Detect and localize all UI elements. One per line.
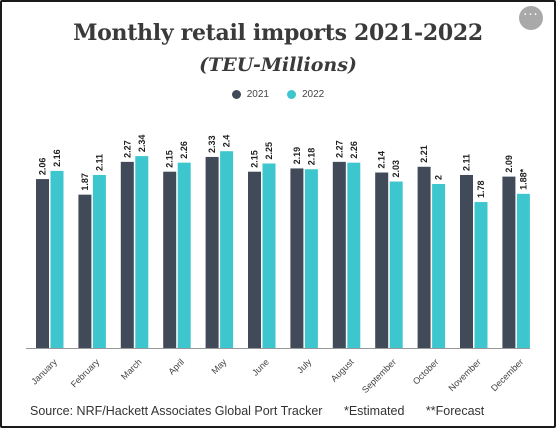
bar-2021-january bbox=[36, 179, 49, 348]
bar-2022-october bbox=[432, 184, 446, 348]
bar-2021-april bbox=[163, 171, 177, 348]
x-tick-label-september: September bbox=[360, 357, 398, 395]
x-tick-label-october: October bbox=[411, 357, 441, 387]
bar-2022-january bbox=[50, 170, 64, 348]
bar-2022-august bbox=[347, 162, 361, 348]
bar-2022-september bbox=[389, 181, 403, 348]
more-horizontal-icon: ··· bbox=[523, 8, 539, 23]
bar-2021-august bbox=[332, 161, 346, 348]
bar-2022-november bbox=[474, 202, 488, 348]
data-label-2021-january: 2.06 bbox=[38, 158, 48, 176]
data-label-2022-september: 2.03 bbox=[391, 160, 401, 178]
data-label-2021-april: 2.15 bbox=[165, 150, 175, 168]
data-label-2021-december: 2.09 bbox=[504, 155, 514, 173]
bar-2021-september bbox=[375, 172, 389, 348]
data-label-2022-june: 2.25 bbox=[264, 142, 274, 160]
bar-2022-december bbox=[516, 193, 530, 348]
chart-title: Monthly retail imports 2021-2022 bbox=[73, 20, 483, 46]
legend-swatch-2022 bbox=[287, 90, 296, 99]
legend-label-2022: 2022 bbox=[302, 89, 325, 100]
data-label-2022-august: 2.26 bbox=[349, 141, 359, 159]
bar-2021-october bbox=[417, 166, 431, 348]
data-label-2021-june: 2.15 bbox=[250, 150, 260, 168]
x-tick-label-december: December bbox=[489, 357, 525, 393]
data-label-2022-may: 2.4 bbox=[222, 135, 232, 148]
source-text: Source: NRF/Hackett Associates Global Po… bbox=[30, 404, 323, 418]
data-label-2022-july: 2.18 bbox=[306, 148, 316, 166]
data-label-2021-july: 2.19 bbox=[292, 147, 302, 165]
x-tick-label-april: April bbox=[166, 357, 186, 377]
bar-2022-march bbox=[135, 156, 149, 348]
data-label-2021-october: 2.21 bbox=[419, 145, 429, 163]
legend-label-2021: 2021 bbox=[246, 89, 269, 100]
bar-2021-may bbox=[205, 156, 219, 348]
x-tick-label-february: February bbox=[69, 357, 102, 390]
forecast-note: **Forecast bbox=[425, 404, 485, 418]
data-label-2021-november: 2.11 bbox=[462, 154, 472, 171]
chart-legend: 2021 2022 bbox=[2, 89, 554, 100]
x-tick-label-august: August bbox=[329, 357, 356, 384]
data-label-2021-february: 1.87 bbox=[80, 173, 90, 191]
x-tick-label-july: July bbox=[295, 357, 314, 376]
data-label-2022-april: 2.26 bbox=[179, 141, 189, 159]
bar-2022-july bbox=[304, 169, 318, 348]
more-options-button[interactable]: ··· bbox=[519, 6, 543, 30]
bar-2022-april bbox=[177, 162, 191, 348]
bar-2021-november bbox=[460, 174, 473, 348]
x-tick-label-june: June bbox=[250, 357, 271, 378]
bar-2021-march bbox=[120, 161, 134, 348]
data-label-2022-march: 2.34 bbox=[137, 135, 147, 153]
bar-2021-july bbox=[290, 168, 304, 348]
bar-2021-february bbox=[78, 194, 92, 348]
data-label-2022-february: 2.11 bbox=[94, 154, 104, 171]
x-tick-label-january: January bbox=[29, 357, 59, 387]
data-label-2021-august: 2.27 bbox=[334, 140, 344, 158]
chart-subtitle: (TEU-Millions) bbox=[199, 54, 357, 76]
data-label-2021-march: 2.27 bbox=[122, 140, 132, 158]
data-label-2022-october: 2 bbox=[434, 175, 444, 180]
data-label-2021-september: 2.14 bbox=[377, 151, 387, 169]
data-label-2021-may: 2.33 bbox=[207, 135, 217, 153]
x-tick-label-november: November bbox=[447, 357, 483, 393]
bar-2021-june bbox=[248, 171, 261, 348]
legend-item-2022: 2022 bbox=[287, 89, 324, 100]
bar-2021-december bbox=[502, 176, 516, 348]
source-footer: Source: NRF/Hackett Associates Global Po… bbox=[30, 404, 502, 418]
legend-item-2021: 2021 bbox=[231, 89, 269, 100]
bar-2022-may bbox=[220, 151, 234, 348]
x-tick-label-may: May bbox=[209, 357, 228, 376]
bar-2022-june bbox=[262, 163, 276, 348]
bar-2022-february bbox=[92, 174, 106, 348]
legend-swatch-2021 bbox=[231, 90, 241, 99]
data-label-2022-december: 1.88* bbox=[518, 168, 528, 190]
data-label-2022-january: 2.16 bbox=[52, 149, 62, 167]
estimated-note: *Estimated bbox=[343, 404, 405, 418]
x-tick-label-march: March bbox=[119, 357, 144, 382]
data-label-2022-november: 1.78 bbox=[476, 181, 486, 199]
